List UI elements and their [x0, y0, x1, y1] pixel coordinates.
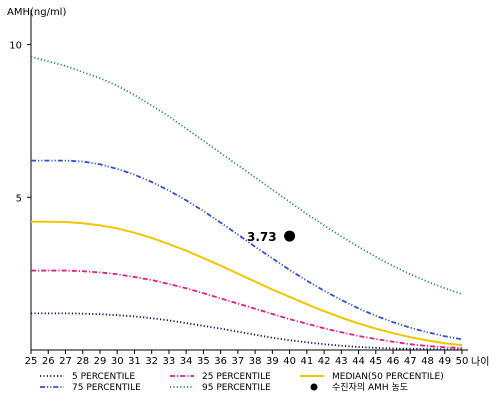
x-tick-label: 46: [387, 356, 400, 367]
patient-amh-point: [284, 230, 296, 242]
x-tick-label: 32: [145, 356, 158, 367]
x-tick-label: 35: [197, 356, 210, 367]
y-tick-label: 5: [16, 193, 22, 204]
legend: 5 PERCENTILE 25 PERCENTILE MEDIAN(50 PERCE…: [40, 372, 444, 393]
legend-label-25-percentile: 25 PERCENTILE: [202, 372, 271, 382]
x-tick-label: 39: [266, 356, 279, 367]
legend-swatch-patient-amh: [310, 383, 318, 391]
x-tick-label: 37: [232, 356, 245, 367]
x-tick-label: 26: [42, 356, 55, 367]
series-line-75-percentile: [31, 159, 463, 341]
legend-label-5-percentile: 5 PERCENTILE: [72, 372, 135, 382]
x-tick-label: 30: [111, 356, 124, 367]
x-tick-label: 25: [25, 356, 38, 367]
x-tick-label: 50: [456, 356, 469, 367]
x-tick-label: 40: [283, 356, 296, 367]
x-tick-label: 29: [94, 356, 107, 367]
series-layer: [30, 55, 463, 351]
series-line-median-50-percentile-: [31, 220, 463, 347]
y-tick-label: 10: [9, 41, 22, 52]
x-tick-label: 41: [300, 356, 313, 367]
x-tick-label: 43: [335, 356, 348, 367]
legend-label-75-percentile: 75 PERCENTILE: [72, 383, 141, 393]
series-line-95-percentile: [30, 55, 463, 295]
x-tick-label: 27: [59, 356, 72, 367]
x-tick-label: 31: [128, 356, 141, 367]
axes: 5 10 AMH(ng/ml) 25 26 27 28 29 30 31 32 33 34 35 36 37 3…: [7, 7, 489, 368]
x-tick-label: 44: [352, 356, 365, 367]
series-line-25-percentile: [31, 269, 463, 349]
y-axis-title: AMH(ng/ml): [7, 7, 66, 18]
x-tick-label: 34: [180, 356, 193, 367]
annotation-layer: 3.73: [247, 230, 296, 244]
x-axis-title: 나이: [471, 356, 489, 368]
x-tick-label: 36: [214, 356, 227, 367]
x-tick-label: 38: [249, 356, 262, 367]
x-tick-label: 28: [76, 356, 89, 367]
series-line-5-percentile: [31, 312, 462, 351]
x-tick-label: 47: [404, 356, 417, 367]
legend-label-patient-amh: 수진자의 AMH 농도: [332, 382, 408, 393]
x-tick-label: 48: [421, 356, 434, 367]
x-tick-label: 45: [369, 356, 382, 367]
patient-amh-label: 3.73: [247, 230, 277, 244]
legend-label-95-percentile: 95 PERCENTILE: [202, 383, 271, 393]
x-tick-label: 33: [163, 356, 176, 367]
legend-label-median-50-percentile-: MEDIAN(50 PERCENTILE): [332, 372, 444, 382]
x-tick-label: 42: [318, 356, 331, 367]
x-tick-label: 49: [438, 356, 451, 367]
